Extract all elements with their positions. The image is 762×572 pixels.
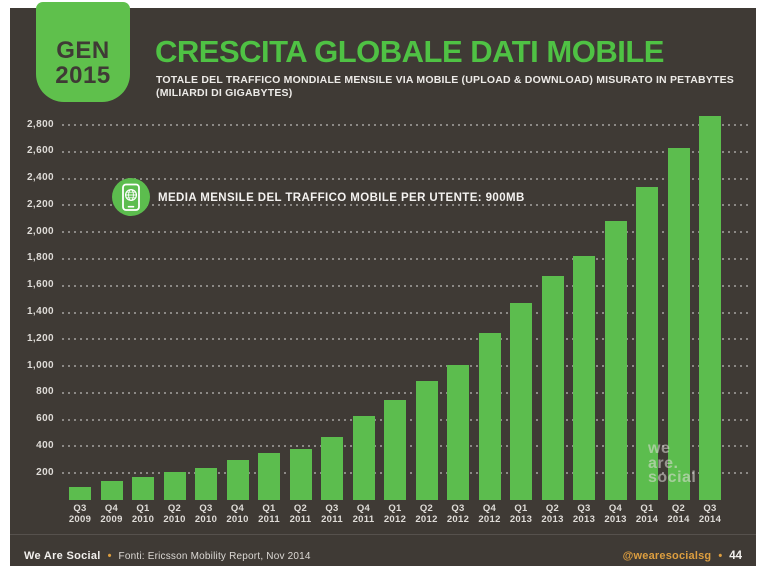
y-axis-tick-label: 2,400 (26, 172, 54, 184)
bar (100, 481, 123, 500)
bar (352, 415, 375, 500)
watermark-line3: social (648, 469, 697, 486)
x-axis-tick-label: Q3 2010 (194, 503, 218, 525)
y-axis-tick-label: 2,000 (26, 225, 54, 237)
bar (636, 186, 658, 500)
bar (258, 453, 280, 500)
x-axis-tick-label: Q1 2012 (383, 503, 407, 525)
plot-area (62, 115, 752, 500)
y-axis-tick-label: 1,200 (26, 332, 54, 344)
x-axis-tick-label: Q2 2010 (163, 503, 186, 525)
y-axis-tick-label: 1,000 (26, 359, 54, 371)
slide-subtitle-line2: (MILIARDI DI GIGABYTES) (156, 87, 293, 99)
bar (132, 477, 154, 500)
footer-brand: We Are Social (24, 550, 101, 562)
footer-right: @wearesocialsg • 44 (623, 550, 742, 562)
slide-subtitle-line1: TOTALE DEL TRAFFICO MONDIALE MENSILE VIA… (156, 74, 734, 86)
y-axis-tick-label: 800 (36, 386, 54, 398)
bar (69, 486, 91, 500)
bar (447, 364, 469, 500)
bar (195, 467, 217, 500)
gridline (62, 204, 752, 207)
footer-left: We Are Social • Fonti: Ericsson Mobility… (24, 550, 311, 562)
gridline (62, 472, 752, 475)
date-badge: GEN 2015 (36, 2, 130, 102)
x-axis-tick-label: Q3 2013 (572, 503, 596, 525)
y-axis-tick-label: 600 (36, 413, 54, 425)
x-axis-tick-label: Q1 2013 (509, 503, 533, 525)
bar (541, 276, 564, 500)
x-axis-tick-label: Q3 2014 (698, 503, 722, 525)
gridline (62, 177, 752, 180)
bar (384, 399, 406, 500)
x-axis-tick-label: Q4 2011 (352, 503, 375, 525)
bar (699, 115, 721, 500)
footer-source: Fonti: Ericsson Mobility Report, Nov 201… (118, 550, 311, 562)
gridline (62, 418, 752, 421)
footer-social-handle: @wearesocialsg (622, 550, 712, 562)
y-axis-tick-label: 1,400 (26, 306, 54, 317)
watermark-line2: are. (648, 454, 679, 472)
bar (604, 221, 627, 500)
bar (573, 256, 595, 500)
y-axis-tick-label: 2,600 (26, 145, 54, 157)
bar (478, 332, 501, 500)
x-axis-tick-label: Q2 2013 (541, 503, 564, 525)
y-axis-tick-label: 400 (36, 439, 54, 451)
gridline (62, 231, 752, 234)
bar (163, 471, 186, 500)
bar (415, 380, 438, 500)
annotation-text: MEDIA MENSILE DEL TRAFFICO MOBILE PER UT… (158, 192, 525, 204)
gridline (62, 150, 752, 153)
slide-background: GEN 2015 CRESCITA GLOBALE DATI MOBILE TO… (10, 2, 756, 566)
bar (321, 437, 343, 500)
y-axis-tick-label: 200 (36, 466, 54, 478)
y-axis-tick-label: 2,200 (26, 198, 54, 210)
date-badge-year: 2015 (55, 62, 111, 89)
gridline (62, 124, 752, 126)
slide-subtitle: TOTALE DEL TRAFFICO MONDIALE MENSILE VIA… (156, 74, 736, 100)
gridline (62, 391, 752, 394)
gridline (62, 338, 752, 341)
x-axis-tick-label: Q4 2012 (478, 503, 501, 525)
x-axis-tick-label: Q2 2012 (415, 503, 438, 525)
footer-bullet-icon: • (107, 550, 112, 562)
x-axis-tick-label: Q4 2009 (100, 503, 123, 525)
x-axis-tick-label: Q1 2010 (131, 503, 155, 525)
x-axis-tick-label: Q1 2014 (635, 503, 659, 525)
footer-divider (10, 534, 756, 535)
x-axis-tick-label: Q3 2012 (446, 503, 470, 525)
gridline (62, 257, 752, 260)
watermark-line1: we (648, 440, 671, 457)
y-axis-tick-label: 1,800 (26, 252, 54, 264)
annotation-circle (112, 178, 150, 216)
slide-title: CRESCITA GLOBALE DATI MOBILE (155, 34, 664, 69)
date-badge-month: GEN (56, 37, 110, 64)
gridline (62, 284, 752, 287)
footer-bullet-icon: • (718, 550, 723, 562)
footer-page-number: 44 (729, 550, 742, 562)
bar (667, 147, 690, 500)
footer: We Are Social • Fonti: Ericsson Mobility… (10, 546, 756, 566)
phone-globe-icon (122, 183, 140, 211)
x-axis-tick-label: Q3 2011 (321, 503, 343, 525)
x-axis-tick-label: Q4 2013 (604, 503, 627, 525)
x-axis-tick-label: Q3 2009 (68, 503, 92, 525)
gridline (62, 311, 752, 314)
y-axis-tick-label: 2,800 (26, 118, 54, 130)
x-axis-tick-label: Q1 2011 (258, 503, 280, 525)
x-axis-tick-label: Q4 2010 (226, 503, 249, 525)
watermark-logo: we are. social (648, 440, 697, 486)
gridline (62, 445, 752, 448)
x-axis-tick-label: Q2 2014 (667, 503, 690, 525)
gridline (62, 365, 752, 368)
bar (289, 449, 312, 500)
y-axis-tick-label: 1,600 (26, 279, 54, 291)
bar (510, 303, 532, 500)
bar (226, 459, 249, 500)
x-axis-tick-label: Q2 2011 (289, 503, 312, 525)
